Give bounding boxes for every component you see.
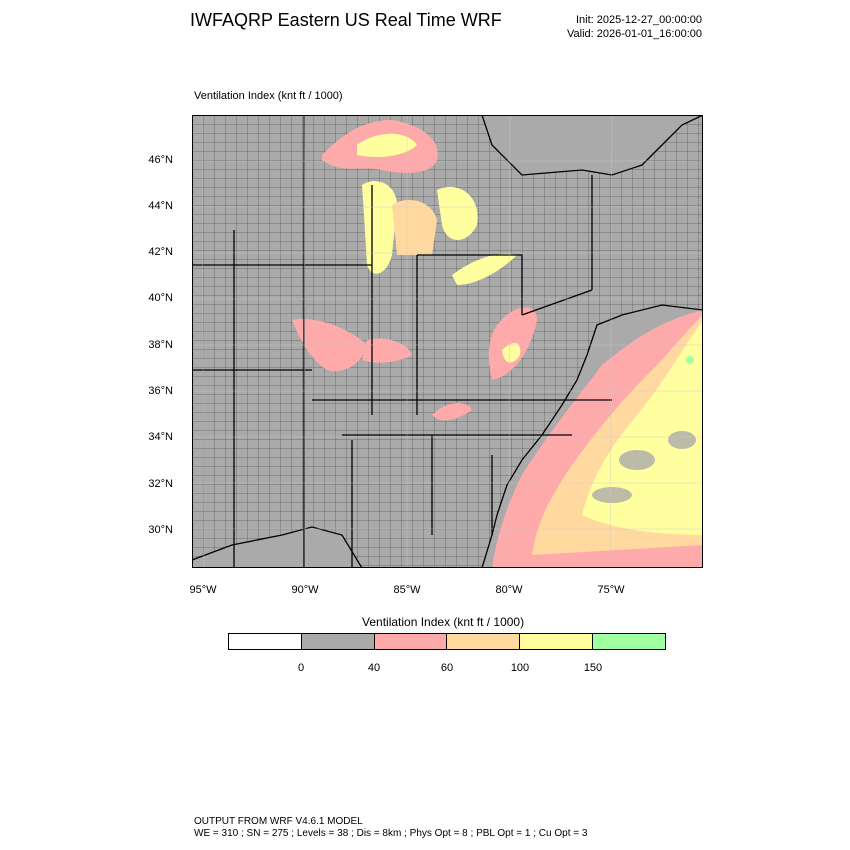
plume-low-cell-3 <box>592 487 632 503</box>
init-time: Init: 2025-12-27_00:00:00 <box>576 14 702 26</box>
lon-label: 80°W <box>495 584 523 596</box>
legend-swatch <box>374 634 448 649</box>
lon-label: 85°W <box>393 584 421 596</box>
plume-low-cell-2 <box>668 431 696 449</box>
lat-label: 38°N <box>148 339 173 351</box>
lower-michigan <box>392 200 437 255</box>
lat-label: 32°N <box>148 478 173 490</box>
plume-low-cell-1 <box>619 450 655 470</box>
legend-tick-label: 0 <box>297 662 305 674</box>
field-label: Ventilation Index (knt ft / 1000) <box>194 90 343 102</box>
legend-title: Ventilation Index (knt ft / 1000) <box>362 615 525 629</box>
map-panel <box>191 114 704 569</box>
tennessee-patch <box>432 403 472 421</box>
huron-band <box>437 186 478 240</box>
legend-swatch <box>301 634 375 649</box>
legend-tick-label: 100 <box>510 662 530 674</box>
model-info-line2: WE = 310 ; SN = 275 ; Levels = 38 ; Dis … <box>194 828 588 839</box>
atlantic-good-band <box>582 320 703 535</box>
color-legend <box>228 633 666 650</box>
indiana-patch <box>362 338 412 363</box>
lat-label: 36°N <box>148 385 173 397</box>
legend-swatch <box>593 634 665 649</box>
lat-label: 46°N <box>148 154 173 166</box>
michigan-band <box>362 181 397 274</box>
legend-swatch <box>229 634 302 649</box>
appalachian-core <box>502 343 521 363</box>
legend-tick-label: 150 <box>583 662 603 674</box>
erie-band <box>452 253 517 285</box>
lat-label: 42°N <box>148 246 173 258</box>
lat-label: 30°N <box>148 524 173 536</box>
legend-tick-label: 60 <box>440 662 454 674</box>
lon-label: 95°W <box>189 584 217 596</box>
map-border <box>192 115 703 568</box>
legend-tick-label: 40 <box>367 662 381 674</box>
legend-swatch <box>520 634 594 649</box>
valid-time: Valid: 2026-01-01_16:00:00 <box>567 28 702 40</box>
lat-label: 34°N <box>148 431 173 443</box>
chart-title: IWFAQRP Eastern US Real Time WRF <box>190 10 502 30</box>
lat-label: 40°N <box>148 292 173 304</box>
state-boundaries <box>191 114 704 569</box>
legend-swatch <box>447 634 521 649</box>
map-svg <box>191 114 704 569</box>
atlantic-excellent-spot <box>686 356 694 364</box>
ventilation-fill <box>292 120 703 568</box>
model-info-line1: OUTPUT FROM WRF V4.6.1 MODEL <box>194 816 363 827</box>
superior-yellow <box>357 133 417 157</box>
lon-label: 75°W <box>597 584 625 596</box>
lat-label: 44°N <box>148 200 173 212</box>
graticule <box>192 114 703 569</box>
lon-label: 90°W <box>291 584 319 596</box>
